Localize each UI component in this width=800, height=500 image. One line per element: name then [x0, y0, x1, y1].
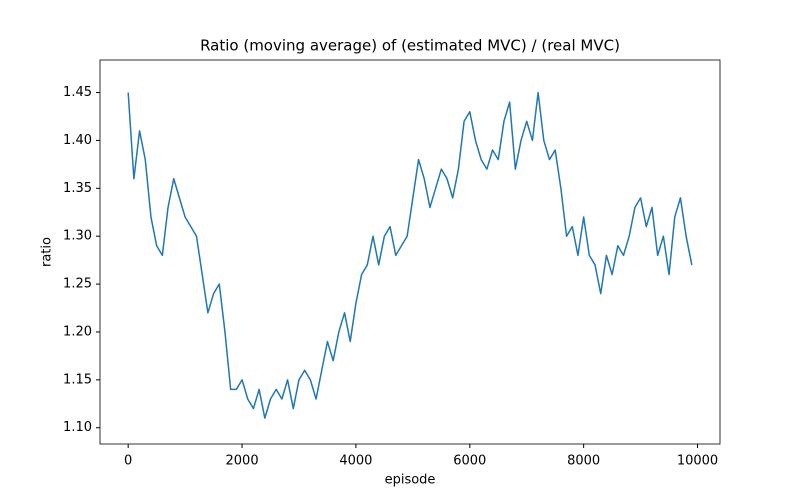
- x-tick-label: 6000: [453, 454, 486, 469]
- plot-frame: [99, 59, 721, 445]
- y-tick-label: 1.10: [63, 420, 92, 435]
- y-tick-label: 1.25: [63, 277, 92, 292]
- y-tick-label: 1.45: [63, 85, 92, 100]
- y-tick-label: 1.20: [63, 324, 92, 339]
- chart-title: Ratio (moving average) of (estimated MVC…: [200, 37, 620, 55]
- y-tick-label: 1.15: [63, 372, 92, 387]
- x-tick-label: 2000: [226, 454, 259, 469]
- x-tick-label: 10000: [677, 454, 718, 469]
- y-tick-label: 1.40: [63, 133, 92, 148]
- x-axis-label: episode: [385, 473, 436, 488]
- y-tick-label: 1.30: [63, 229, 92, 244]
- y-axis-label: ratio: [40, 237, 55, 267]
- data-line: [127, 91, 693, 419]
- y-tick-label: 1.35: [63, 181, 92, 196]
- x-tick-label: 4000: [339, 454, 372, 469]
- x-tick-label: 0: [124, 454, 132, 469]
- x-tick-label: 8000: [567, 454, 600, 469]
